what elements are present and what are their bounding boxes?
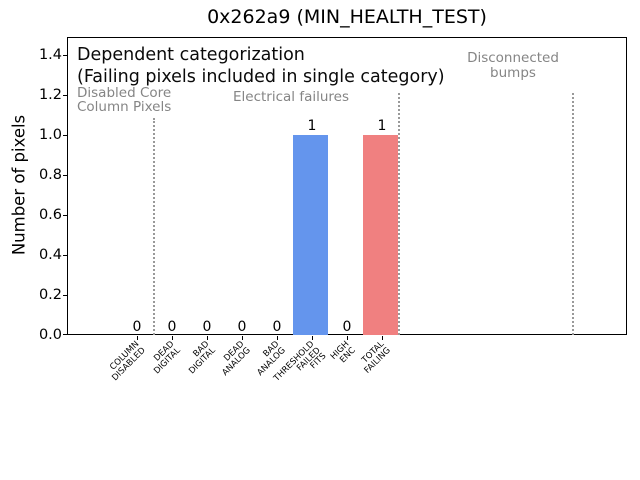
x-tick-mark (347, 336, 348, 340)
annotation-disconnected-bumps: Disconnected bumps (467, 50, 559, 81)
y-tick-mark (63, 215, 67, 216)
bar-value-label: 0 (202, 319, 212, 335)
annotation-disabled-core-column-pixels: Disabled Core Column Pixels (77, 85, 172, 115)
bar-value-label: 0 (272, 319, 282, 335)
y-tick-label: 1.2 (38, 87, 62, 103)
x-tick-mark (207, 336, 208, 340)
divider-electrical-disconnected (398, 93, 400, 335)
y-tick-mark (63, 334, 67, 335)
y-tick-label: 0.2 (38, 287, 62, 303)
bar-value-label: 1 (307, 118, 317, 134)
x-tick-mark (277, 336, 278, 340)
y-tick-label: 1.4 (38, 47, 62, 63)
divider-disconnected-right (572, 93, 574, 335)
y-tick-label: 0.0 (38, 327, 62, 343)
bar-value-label: 0 (342, 319, 352, 335)
bar-value-label: 0 (237, 319, 247, 335)
bar-threshold-failed-fits (293, 135, 328, 335)
bar-value-label: 0 (167, 319, 177, 335)
x-tick-mark (312, 336, 313, 340)
bar-value-label: 1 (377, 118, 387, 134)
x-tick-mark (242, 336, 243, 340)
y-tick-label: 0.8 (38, 167, 62, 183)
plot-area (67, 37, 627, 335)
y-tick-mark (63, 175, 67, 176)
y-tick-label: 1.0 (38, 127, 62, 143)
y-tick-mark (63, 295, 67, 296)
y-tick-label: 0.4 (38, 247, 62, 263)
y-tick-mark (63, 55, 67, 56)
x-tick-mark (172, 336, 173, 340)
bar-total-failing (363, 135, 398, 335)
annotation-electrical-failures: Electrical failures (232, 89, 349, 105)
y-tick-mark (63, 255, 67, 256)
divider-disabled-core (153, 118, 155, 335)
x-tick-mark (382, 336, 383, 340)
y-tick-mark (63, 95, 67, 96)
y-tick-label: 0.6 (38, 207, 62, 223)
y-tick-mark (63, 135, 67, 136)
chart-title: 0x262a9 (MIN_HEALTH_TEST) (207, 6, 487, 28)
annotation-dependent-categorization: Dependent categorization (Failing pixels… (77, 45, 445, 87)
bar-value-label: 0 (132, 319, 142, 335)
x-tick-mark (137, 336, 138, 340)
